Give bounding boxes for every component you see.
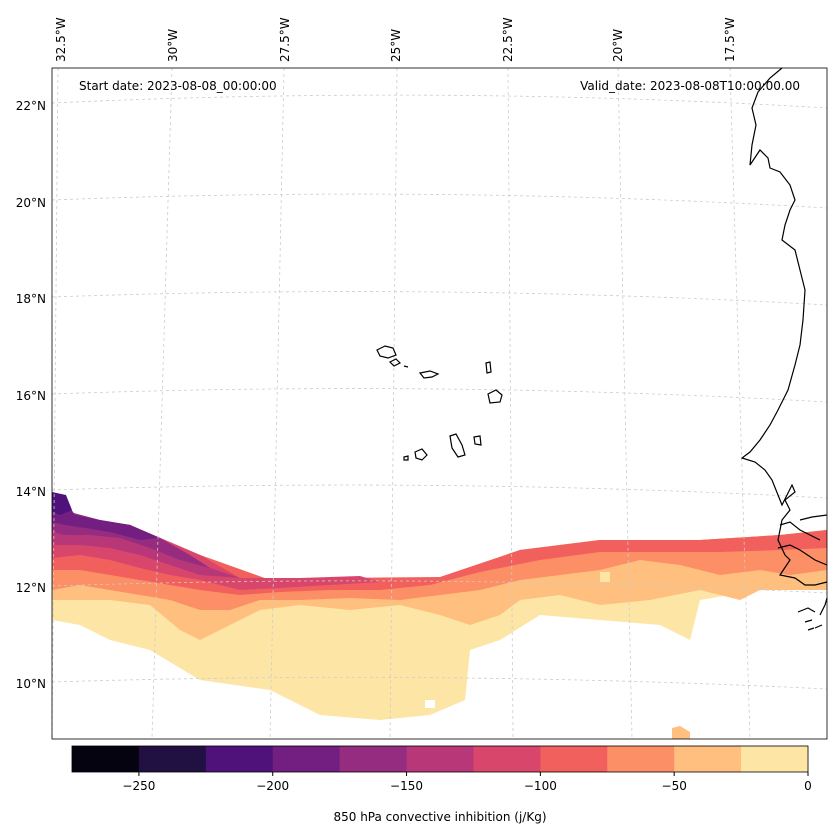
colorbar-tick-label: −200: [256, 779, 289, 793]
colorbar-swatch: [607, 746, 675, 772]
lat-label-18n: 18°N: [16, 292, 46, 306]
lon-label-22-5w: 22.5°W: [501, 17, 515, 62]
start-date-label: Start date: 2023-08-08_00:00:00: [79, 79, 277, 93]
bissagos-islands: [797, 597, 828, 631]
parallel-10n: [51, 676, 828, 690]
meridian-25w: [389, 67, 398, 740]
island-sal: [485, 361, 492, 374]
island-maio: [473, 435, 482, 446]
cin-band-minus175-to-minus200: [52, 495, 160, 540]
cin-band-minus200-to-minus225: [52, 492, 72, 515]
colorbar-swatch: [406, 746, 474, 772]
cin-spot-2: [425, 700, 435, 708]
longitude-labels: 32.5°W 30°W 27.5°W 25°W 22.5°W 20°W 17.5…: [54, 17, 737, 62]
parallel-12n: [51, 580, 828, 594]
parallel-18n: [51, 291, 828, 306]
lat-label-16n: 16°N: [16, 389, 46, 403]
meridian-17-5w: [729, 67, 751, 740]
lat-label-14n: 14°N: [16, 485, 46, 499]
meridian-22-5w: [507, 67, 514, 740]
lon-label-30w: 30°W: [166, 29, 180, 62]
island-brava: [403, 455, 409, 461]
lon-label-20w: 20°W: [611, 29, 625, 62]
lon-label-32-5w: 32.5°W: [54, 17, 68, 62]
colorbar-tick-label: −150: [390, 779, 423, 793]
colorbar: −250 −200 −150 −100 −50 0 850 hPa convective …: [71, 745, 812, 824]
africa-coast-south: [777, 514, 828, 566]
cin-band-minus25-to-minus50: [52, 505, 827, 640]
map-frame: [51, 67, 828, 740]
africa-coast: [740, 67, 828, 586]
colorbar-swatch: [339, 746, 408, 772]
cin-patch-south: [672, 726, 690, 739]
cin-spot-1: [600, 572, 610, 582]
island-santa-luzia: [403, 365, 409, 368]
colorbar-swatch: [540, 746, 608, 772]
lat-label-10n: 10°N: [16, 677, 46, 691]
colorbar-frame: [71, 745, 809, 773]
lat-label-22n: 22°N: [16, 99, 46, 113]
lat-label-20n: 20°N: [16, 196, 46, 210]
valid-date-label: Valid_date: 2023-08-08T10:00:00.00: [580, 79, 800, 93]
coastlines: [376, 67, 828, 631]
lon-label-17-5w: 17.5°W: [723, 17, 737, 62]
parallel-16n: [51, 388, 828, 403]
colorbar-swatch: [272, 746, 341, 772]
island-santo-antao: [376, 345, 397, 359]
meridian-20w: [617, 67, 633, 740]
map-plot-area: Start date: 2023-08-08_00:00:00 Valid_da…: [51, 67, 828, 740]
colorbar-swatch: [674, 746, 742, 772]
colorbar-swatch: [138, 746, 207, 772]
meridian-30w: [151, 67, 173, 740]
colorbar-swatches: [72, 746, 809, 772]
colorbar-swatch: [473, 746, 541, 772]
colorbar-swatch: [741, 746, 809, 772]
latitude-labels: 22°N 20°N 18°N 16°N 14°N 12°N 10°N: [16, 99, 46, 691]
cin-band-minus75-to-minus100: [52, 505, 827, 595]
colorbar-title: 850 hPa convective inhibition (j/Kg): [333, 810, 546, 824]
colorbar-tick-label: −100: [524, 779, 557, 793]
meridian-27-5w: [269, 67, 285, 740]
colorbar-tick-label: 0: [804, 779, 812, 793]
parallel-20n: [51, 193, 828, 209]
parallel-22n: [51, 94, 828, 109]
lon-label-25w: 25°W: [389, 29, 403, 62]
island-santiago: [449, 433, 466, 458]
cin-field: [52, 492, 827, 739]
island-sao-vicente: [388, 358, 402, 367]
colorbar-ticks: −250 −200 −150 −100 −50 0: [122, 772, 812, 793]
island-sao-nicolau: [418, 370, 440, 379]
colorbar-tick-label: −50: [662, 779, 687, 793]
island-boa-vista: [487, 389, 503, 404]
lat-label-12n: 12°N: [16, 581, 46, 595]
colorbar-tick-label: −250: [122, 779, 155, 793]
gridlines: [51, 67, 828, 740]
colorbar-swatch: [205, 746, 274, 772]
island-fogo: [414, 448, 428, 461]
parallel-14n: [51, 484, 828, 499]
lon-label-27-5w: 27.5°W: [278, 17, 292, 62]
colorbar-swatch: [72, 746, 140, 772]
meridian-32-5w: [51, 67, 59, 740]
